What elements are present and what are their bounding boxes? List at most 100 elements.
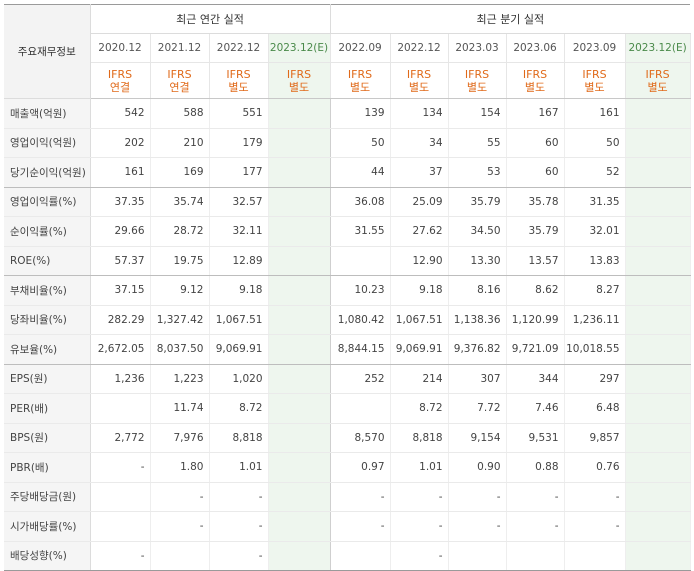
consolidation-type: 별도 [647, 80, 668, 94]
table-cell: 8,037.50 [150, 334, 210, 365]
table-cell: 8.62 [506, 275, 565, 306]
table-cell [625, 216, 691, 247]
table-cell: 161 [90, 157, 151, 188]
table-cell: 9,376.82 [448, 334, 507, 365]
row-label: 당좌비율(%) [4, 305, 91, 335]
table-cell: - [90, 452, 151, 483]
consolidation-type: 별도 [584, 80, 605, 94]
table-cell: 10,018.55 [564, 334, 626, 365]
table-cell: 9,154 [448, 423, 507, 453]
table-row: 영업이익(억원) 202 210 179 50 34 55 60 50 [4, 128, 691, 158]
table-cell: - [90, 541, 151, 571]
table-cell: 13.83 [564, 246, 626, 276]
table-cell: 282.29 [90, 305, 151, 335]
accounting-standard: IFRS [582, 67, 607, 81]
period-header-estimate: 2023.12(E) [268, 33, 331, 63]
table-cell: 202 [90, 128, 151, 158]
table-row: 시가배당률(%) - - - - - - - [4, 511, 691, 542]
table-cell [625, 157, 691, 188]
table-cell [268, 364, 331, 394]
table-cell: 53 [448, 157, 507, 188]
table-cell: 1.01 [390, 452, 449, 483]
table-row: 주당배당금(원) - - - - - - - [4, 482, 691, 512]
table-cell: 9.12 [150, 275, 210, 306]
table-cell: - [390, 541, 449, 571]
table-cell: 37.35 [90, 187, 151, 217]
table-cell: 34.50 [448, 216, 507, 247]
table-cell [448, 541, 507, 571]
table-cell: - [506, 511, 565, 542]
row-label: EPS(원) [4, 364, 91, 394]
row-label: PBR(배) [4, 452, 91, 483]
table-cell [625, 511, 691, 542]
table-cell [268, 393, 331, 424]
table-cell: 214 [390, 364, 449, 394]
accounting-standard: IFRS [167, 67, 192, 81]
table-cell [150, 541, 210, 571]
period-header: 2022.12 [209, 33, 269, 63]
table-cell: 9,857 [564, 423, 626, 453]
table-body: 매출액(억원) 542 588 551 139 134 154 167 161 영업이익(억원) 2… [4, 98, 691, 571]
table-cell: 551 [209, 98, 269, 129]
table-cell: 542 [90, 98, 151, 129]
table-cell: 8,818 [209, 423, 269, 453]
consolidation-type: 별도 [408, 80, 430, 94]
table-cell: 35.79 [506, 216, 565, 247]
table-cell: 0.90 [448, 452, 507, 483]
table-cell: 307 [448, 364, 507, 394]
table-cell [268, 334, 331, 365]
accounting-type-header: IFRS 별도 [268, 62, 331, 99]
table-cell [625, 393, 691, 424]
table-cell [268, 452, 331, 483]
period-header: 2022.09 [330, 33, 391, 63]
table-cell: - [330, 511, 391, 542]
table-cell: 8.16 [448, 275, 507, 306]
table-cell: 1,020 [209, 364, 269, 394]
accounting-standard: IFRS [286, 67, 312, 81]
table-cell [90, 482, 151, 512]
table-cell [625, 452, 691, 483]
table-cell: 1,223 [150, 364, 210, 394]
table-row: ROE(%) 57.37 19.75 12.89 12.90 13.30 13.57 13.8… [4, 246, 691, 276]
table-cell: - [209, 541, 269, 571]
accounting-type-header: IFRS 별도 [209, 62, 269, 99]
table-cell: 13.30 [448, 246, 507, 276]
period-header: 2020.12 [90, 33, 151, 63]
table-cell: 50 [564, 128, 626, 158]
table-cell: 13.57 [506, 246, 565, 276]
table-cell: 60 [506, 128, 565, 158]
row-label: 영업이익(억원) [4, 128, 91, 158]
table-cell: 7.46 [506, 393, 565, 424]
table-cell: - [150, 482, 210, 512]
table-cell [625, 128, 691, 158]
table-cell: 9,069.91 [209, 334, 269, 365]
table-cell [625, 305, 691, 335]
table-row: 당좌비율(%) 282.29 1,327.42 1,067.51 1,080.42 1,0… [4, 305, 691, 335]
table-cell: 31.55 [330, 216, 391, 247]
period-header: 2023.06 [506, 33, 565, 63]
table-cell: 139 [330, 98, 391, 129]
table-row: 배당성향(%) - - - [4, 541, 691, 571]
table-cell [268, 216, 331, 247]
accounting-standard: IFRS [226, 67, 251, 81]
table-cell: 50 [330, 128, 391, 158]
period-header-row: 2020.12 2021.12 2022.12 2023.12(E) 2022.… [4, 33, 691, 63]
table-cell: 27.62 [390, 216, 449, 247]
table-cell [625, 246, 691, 276]
accounting-type-header: IFRS 별도 [506, 62, 565, 99]
table-cell: - [150, 511, 210, 542]
table-cell: 35.74 [150, 187, 210, 217]
table-cell: 8,818 [390, 423, 449, 453]
table-cell: 252 [330, 364, 391, 394]
table-cell: 1,138.36 [448, 305, 507, 335]
table-cell: 32.11 [209, 216, 269, 247]
table-cell [625, 423, 691, 453]
table-cell [330, 393, 391, 424]
table-cell: 8.72 [209, 393, 269, 424]
period-header: 2021.12 [150, 33, 210, 63]
accounting-type-row: IFRS 연결 IFRS 연결 IFRS 별도 IFRS 별도 IFRS 별도 IFRS 별도 IFRS… [4, 62, 691, 99]
table-cell: 32.01 [564, 216, 626, 247]
period-header: 2022.12 [390, 33, 449, 63]
table-cell: 588 [150, 98, 210, 129]
table-row: 부채비율(%) 37.15 9.12 9.18 10.23 9.18 8.16 8.62 8.2… [4, 275, 691, 306]
